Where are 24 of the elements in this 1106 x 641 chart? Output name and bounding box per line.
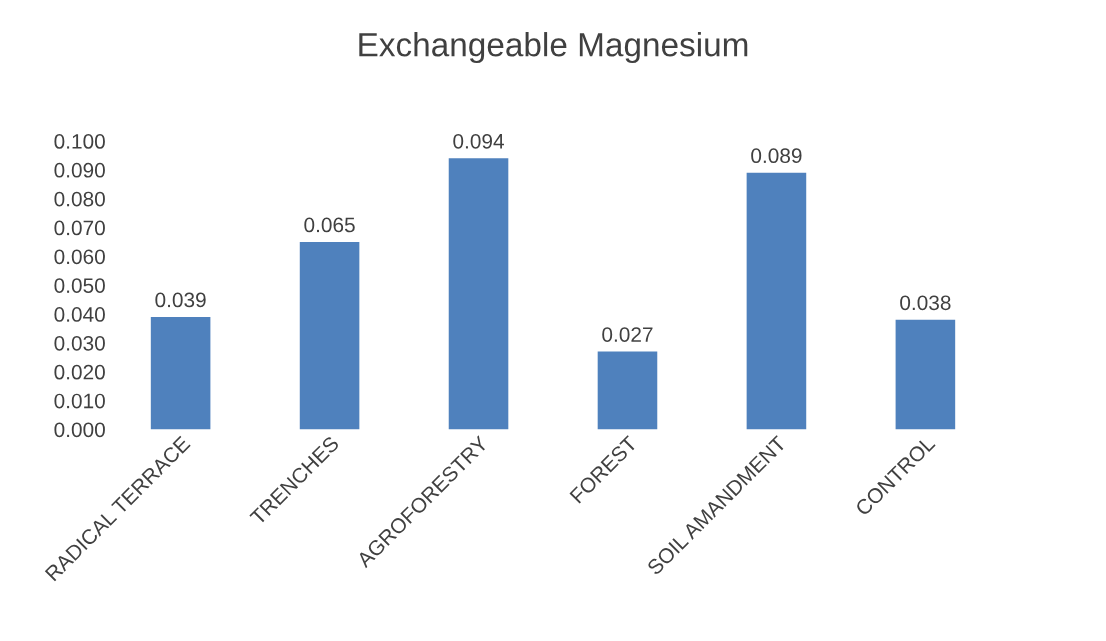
bar xyxy=(448,158,509,430)
data-label: 0.027 xyxy=(602,327,653,342)
bar xyxy=(746,172,807,430)
y-tick-label: 0.030 xyxy=(54,335,105,351)
chart-title: Exchangeable Magnesium xyxy=(359,32,748,64)
y-tick-label: 0.000 xyxy=(54,422,105,438)
data-label: 0.039 xyxy=(155,292,206,308)
y-tick-label: 0.010 xyxy=(54,393,105,409)
bar xyxy=(299,241,360,430)
y-tick-label: 0.060 xyxy=(54,249,105,265)
bar xyxy=(150,316,211,430)
y-tick-label: 0.090 xyxy=(54,162,105,178)
bar xyxy=(597,351,658,430)
y-tick-label: 0.050 xyxy=(54,278,105,293)
bar xyxy=(895,319,956,430)
y-tick-label: 0.070 xyxy=(54,220,105,236)
y-tick-label: 0.020 xyxy=(54,364,105,380)
y-tick-label: 0.100 xyxy=(54,134,105,149)
data-label: 0.038 xyxy=(900,295,951,311)
data-label: 0.094 xyxy=(453,133,504,149)
data-label: 0.065 xyxy=(304,217,355,233)
data-label: 0.089 xyxy=(751,148,802,164)
y-tick-label: 0.080 xyxy=(54,191,105,207)
y-tick-label: 0.040 xyxy=(54,307,105,322)
